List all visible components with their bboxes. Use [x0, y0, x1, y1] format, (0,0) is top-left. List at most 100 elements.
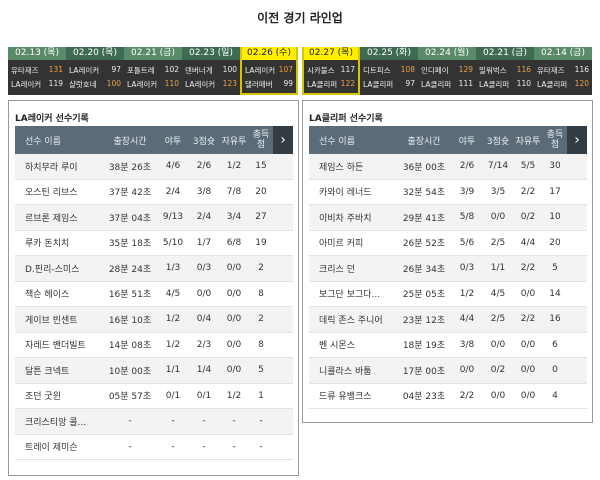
team-score-row: LA레이커 97: [66, 65, 124, 76]
table-row[interactable]: 자레드 밴더빌트 14분 08초 1/2 2/3 0/0 8: [15, 333, 293, 358]
stat-cell: 36분 00초: [402, 162, 446, 173]
table-row[interactable]: 드류 유뱅크스 04분 23초 2/2 0/0 0/0 4: [309, 384, 587, 409]
team-score-row: LA레이커 110: [124, 79, 182, 90]
score: 110: [164, 79, 179, 88]
stat-cell: 14분 08초: [108, 341, 152, 352]
stat-cell: 3/9: [459, 186, 475, 197]
stat-cell: 6/8: [226, 237, 242, 248]
game-tab[interactable]: 02.20 (목) LA레이커 97 샬럿호네 100: [66, 47, 124, 95]
player-name: 아미르 커피: [319, 239, 364, 250]
table-row[interactable]: 게이브 빈센트 16분 10초 1/2 0/4 0/0 2: [15, 307, 293, 333]
stat-cell: 37분 04초: [108, 213, 152, 224]
game-tab[interactable]: 02.24 (월) 인디페이 129 LA클리퍼 111: [418, 47, 476, 95]
stat-cell: 28분 24초: [108, 264, 152, 275]
table-row[interactable]: 트레이 제미슨 - - - - -: [15, 435, 293, 460]
team-name: 포틀트레: [127, 66, 155, 75]
game-date: 02.27 (목): [304, 47, 358, 60]
team-name: LA클리퍼: [363, 80, 394, 89]
team-score-row: 댈러매버 99: [242, 79, 296, 90]
game-tab[interactable]: 02.27 (목) 시카불스 117 LA클리퍼 122: [302, 47, 360, 95]
team-name: LA레이커: [185, 80, 216, 89]
stat-cell: 17분 00초: [402, 366, 446, 377]
stat-cell: 4: [552, 390, 558, 401]
team-name: 시카불스: [307, 66, 335, 75]
table-row[interactable]: 이비차 주바치 29분 41초 5/8 0/0 0/2 10: [309, 205, 587, 231]
game-tab[interactable]: 02.23 (일) 덴버너게 100 LA레이커 123: [182, 47, 240, 95]
player-name: 게이브 빈센트: [25, 315, 78, 326]
next-columns-button[interactable]: ›: [273, 126, 293, 154]
column-header: 출장시간: [113, 136, 147, 147]
score: 110: [516, 79, 531, 88]
table-row[interactable]: 잭슨 헤이스 16분 51초 4/5 0/0 0/0 8: [15, 282, 293, 307]
stat-cell: 8: [258, 339, 264, 350]
table-row[interactable]: 니콜라스 바툼 17분 00초 0/0 0/2 0/0 0: [309, 358, 587, 384]
stat-cell: 20: [549, 237, 561, 248]
team-name: 유타재즈: [537, 66, 565, 75]
table-body: 제임스 하든 36분 00초 2/6 7/14 5/5 30 카와이 레너드 32분 54초 3…: [309, 154, 587, 409]
stat-cell: 20: [255, 186, 267, 197]
team-score-row: LA클리퍼 120: [534, 79, 592, 90]
team-name: LA레이커: [127, 80, 158, 89]
team-name: 디트피스: [363, 66, 391, 75]
game-tab[interactable]: 02.13 (목) 유타재즈 131 LA레이커 119: [8, 47, 66, 95]
stat-cell: 23분 12초: [402, 315, 446, 326]
stat-cell: -: [171, 441, 175, 452]
team-score-row: LA클리퍼 111: [418, 79, 476, 90]
stat-cell: 2/5: [490, 237, 506, 248]
table-row[interactable]: 카와이 레너드 32분 54초 3/9 3/5 2/2 17: [309, 180, 587, 205]
stat-cell: 0/0: [226, 314, 242, 325]
score: 97: [111, 65, 121, 74]
game-tab[interactable]: 02.25 (화) 디트피스 108 LA클리퍼 97: [360, 47, 418, 95]
score: 108: [400, 65, 415, 74]
player-name: 제임스 하든: [319, 162, 364, 173]
table-row[interactable]: 보그단 보그다... 25분 05초 1/2 4/5 0/0 14: [309, 282, 587, 307]
table-row[interactable]: 조던 굿윈 05분 57초 0/1 0/1 1/2 1: [15, 384, 293, 409]
stat-cell: 2/3: [196, 339, 212, 350]
table-row[interactable]: 아미르 커피 26분 52초 5/6 2/5 4/4 20: [309, 231, 587, 256]
stat-cell: 1/2: [165, 339, 181, 350]
stat-cell: -: [232, 441, 236, 452]
stat-cell: 26분 34초: [402, 264, 446, 275]
player-name: 이비차 주바치: [319, 213, 372, 224]
team-name: 샬럿호네: [69, 80, 97, 89]
table-row[interactable]: 르브론 제임스 37분 04초 9/13 2/4 3/4 27: [15, 205, 293, 231]
player-name: 크리스 던: [319, 264, 355, 275]
team-name: LA레이커: [69, 66, 100, 75]
stat-cell: -: [128, 416, 132, 427]
stat-cell: 5/8: [459, 212, 475, 223]
stat-cell: 2/2: [520, 186, 536, 197]
column-header: 야투: [458, 136, 476, 147]
table-row[interactable]: 달튼 크넥트 10분 00초 1/1 1/4 0/0 5: [15, 358, 293, 384]
player-name: 조던 굿윈: [25, 392, 61, 403]
game-tab[interactable]: 02.14 (금) 유타재즈 116 LA클리퍼 120: [534, 47, 592, 95]
game-tab[interactable]: 02.21 (금) 밀워벅스 116 LA클리퍼 110: [476, 47, 534, 95]
next-columns-button[interactable]: ›: [567, 126, 587, 154]
game-tab[interactable]: 02.21 (금) 포틀트레 102 LA레이커 110: [124, 47, 182, 95]
table-row[interactable]: 제임스 하든 36분 00초 2/6 7/14 5/5 30: [309, 154, 587, 180]
stat-cell: 1/7: [196, 237, 212, 248]
stat-cell: 4/4: [520, 237, 536, 248]
table-row[interactable]: 데릭 존스 주니어 23분 12초 4/4 2/5 2/2 16: [309, 307, 587, 333]
column-header: 선수 이름: [319, 136, 355, 147]
game-tab[interactable]: 02.26 (수) LA레이커 107 댈러매버 99: [240, 47, 298, 95]
team-name: LA레이커: [11, 80, 42, 89]
table-body: 하치무라 루이 38분 26초 4/6 2/6 1/2 15 오스틴 리브스 37분 42초 2…: [15, 154, 293, 460]
stat-cell: 0/0: [196, 288, 212, 299]
stat-cell: 26분 52초: [402, 239, 446, 250]
game-date: 02.14 (금): [534, 47, 592, 60]
stat-cell: 19: [255, 237, 267, 248]
team-name: LA클리퍼: [537, 80, 568, 89]
table-row[interactable]: 벤 시몬스 18분 19초 3/8 0/0 0/0 6: [309, 333, 587, 358]
table-row[interactable]: 크리스 던 26분 34초 0/3 1/1 2/2 5: [309, 256, 587, 282]
stat-cell: 6: [552, 339, 558, 350]
table-row[interactable]: 루카 돈치치 35분 18초 5/10 1/7 6/8 19: [15, 231, 293, 256]
table-row[interactable]: 오스틴 리브스 37분 42초 2/4 3/8 7/8 20: [15, 180, 293, 205]
player-name: 르브론 제임스: [25, 213, 78, 224]
column-header: 3점슛: [486, 136, 510, 147]
table-row[interactable]: 하치무라 루이 38분 26초 4/6 2/6 1/2 15: [15, 154, 293, 180]
table-row[interactable]: D.핀리-스미스 28분 24초 1/3 0/3 0/0 2: [15, 256, 293, 282]
stat-cell: 3/8: [196, 186, 212, 197]
stat-cell: 16분 10초: [108, 315, 152, 326]
table-row[interactable]: 크리스티앙 콜... - - - - -: [15, 409, 293, 435]
stat-cell: 1/1: [165, 365, 181, 376]
